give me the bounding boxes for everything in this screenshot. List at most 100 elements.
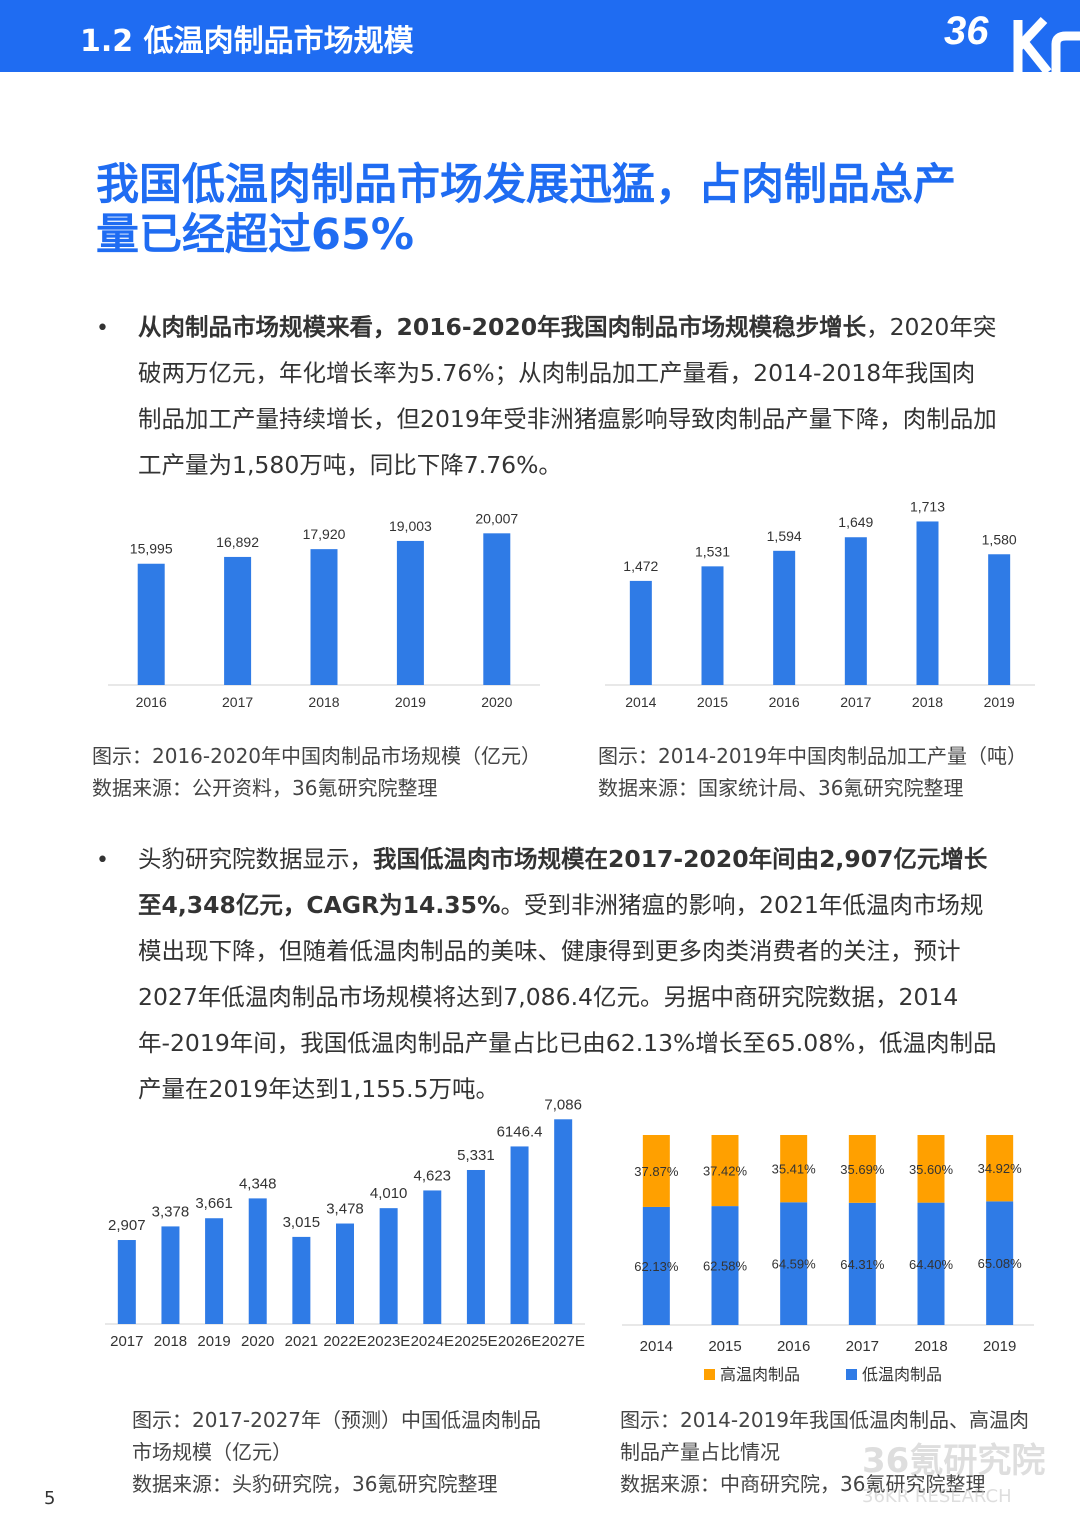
chart-low-high-temp-share: 62.13% 37.87% 2014 62.58% 37.42% 2015 64.59% 35… [620,1125,1040,1390]
caption-chart-3-title-1: 图示：2017-2027年（预测）中国低温肉制品 [132,1408,542,1432]
bar-2017 [117,1240,136,1324]
bar-low-2017 [848,1202,876,1325]
page-headline: 我国低温肉制品市场发展迅猛，占肉制品总产量已经超过65% [96,160,956,260]
data-label-low-2016: 64.59% [772,1257,817,1272]
chart-meat-processing-output: 1,472 2014 1,531 2015 1,594 2016 1,649 2017 1,71… [600,498,1040,725]
bar-2019 [988,554,1011,685]
data-label-2015: 1,531 [695,543,730,559]
watermark-line-2: 36KR RESEARCH [862,1486,1012,1507]
data-label-high-2016: 35.41% [772,1162,817,1177]
bar-low-2016 [780,1202,808,1325]
bullet-2: • [96,848,109,873]
bar-2017 [844,537,867,685]
x-tick-2021: 2021 [285,1333,318,1350]
bar-2022E [336,1223,354,1324]
paragraph-1-text: ，2020年突破两万亿元，年化增长率为5.76%；从肉制品加工产量看，2014-… [138,313,997,479]
data-label-low-2017: 64.31% [840,1257,885,1272]
bar-2017 [224,556,252,685]
data-label-2019: 1,580 [982,531,1017,547]
x-tick-2019: 2019 [395,694,426,710]
caption-chart-2-source: 数据来源：国家统计局、36氪研究院整理 [598,776,964,800]
svg-text:36: 36 [944,9,989,53]
caption-chart-1-title: 图示：2016-2020年中国肉制品市场规模（亿元） [92,744,542,768]
x-tick-2020: 2020 [481,694,512,710]
bar-2019 [205,1218,224,1324]
data-label-2025E: 5,331 [457,1147,495,1164]
data-label-2020: 4,348 [239,1175,277,1192]
x-tick-2016: 2016 [777,1338,810,1355]
data-label-2022E: 3,478 [326,1201,364,1218]
x-tick-2018: 2018 [912,694,943,710]
caption-chart-4-title-1: 图示：2014-2019年我国低温肉制品、高温肉 [620,1408,1030,1432]
x-tick-2018: 2018 [154,1333,187,1350]
x-tick-2017: 2017 [110,1333,143,1350]
bar-2016 [137,563,165,685]
bar-2018 [161,1226,180,1324]
legend-swatch-high [704,1369,715,1380]
x-tick-2017: 2017 [222,694,253,710]
bar-high-2015 [711,1135,739,1207]
x-tick-2023E: 2023E [367,1333,410,1350]
chart-4-svg: 62.13% 37.87% 2014 62.58% 37.42% 2015 64.59% 35… [622,1135,1034,1384]
caption-chart-3: 图示：2017-2027年（预测）中国低温肉制品 市场规模（亿元） 数据来源：头… [132,1404,541,1500]
chart-1-svg: 15,995 2016 16,892 2017 17,920 2018 19,003 2019… [108,510,540,710]
caption-chart-1: 图示：2016-2020年中国肉制品市场规模（亿元） 数据来源：公开资料，36氪… [92,740,541,804]
bar-2027E [554,1119,573,1324]
caption-chart-2-title: 图示：2014-2019年中国肉制品加工产量（吨） [598,744,1028,768]
data-label-2018: 3,378 [152,1203,190,1220]
bar-2020 [483,533,511,685]
data-label-2018: 1,713 [910,498,945,514]
bar-high-2019 [986,1135,1014,1202]
bar-low-2019 [986,1201,1014,1325]
data-label-2021: 3,015 [283,1214,321,1231]
paragraph-2: 头豹研究院数据显示，我国低温肉市场规模在2017-2020年间由2,907亿元增… [138,836,998,1112]
legend-label-low: 低温肉制品 [862,1365,942,1384]
paragraph-1-bold: 从肉制品市场规模来看，2016-2020年我国肉制品市场规模稳步增长 [138,313,867,341]
x-tick-2015: 2015 [708,1338,741,1355]
section-title: 1.2 低温肉制品市场规模 [80,24,414,59]
data-label-low-2014: 62.13% [634,1259,679,1274]
data-label-2020: 20,007 [475,510,518,526]
bar-2020 [248,1198,267,1324]
header-bar: 1.2 低温肉制品市场规模 36 [0,0,1080,72]
paragraph-2-pre: 头豹研究院数据显示， [138,845,373,873]
bar-low-2018 [917,1202,945,1325]
caption-chart-3-title-2: 市场规模（亿元） [132,1440,292,1464]
bar-2021 [292,1236,311,1324]
data-label-2026E: 6146.4 [497,1123,543,1140]
brand-logo: 36 [944,9,1080,72]
bullet-1: • [96,316,109,341]
x-tick-2027E: 2027E [541,1333,584,1350]
bar-high-2018 [917,1135,945,1203]
data-label-2016: 1,594 [767,528,802,544]
x-tick-2014: 2014 [640,1338,673,1355]
chart-low-temp-market-size: 2,907 2017 3,378 2018 3,661 2019 4,348 2020 3,01… [100,1096,590,1360]
watermark-logo: 36氪研究院 36KR RESEARCH [862,1441,1045,1507]
data-label-high-2014: 37.87% [634,1164,679,1179]
bar-high-2017 [848,1135,876,1203]
x-tick-2015: 2015 [697,694,728,710]
data-label-2018: 17,920 [303,526,346,542]
x-tick-2022E: 2022E [323,1333,366,1350]
x-tick-2025E: 2025E [454,1333,497,1350]
caption-chart-2: 图示：2014-2019年中国肉制品加工产量（吨） 数据来源：国家统计局、36氪… [598,740,1027,804]
data-label-2017: 1,649 [838,514,873,530]
x-tick-2016: 2016 [136,694,167,710]
x-tick-2018: 2018 [914,1338,947,1355]
data-label-2017: 16,892 [216,534,259,550]
bar-low-2014 [642,1206,670,1325]
data-label-2024E: 4,623 [413,1167,451,1184]
bar-low-2015 [711,1206,739,1325]
x-tick-2024E: 2024E [411,1333,454,1350]
x-tick-2016: 2016 [769,694,800,710]
bar-high-2016 [780,1135,808,1203]
bar-2025E [466,1169,485,1324]
caption-chart-3-source: 数据来源：头豹研究院，36氪研究院整理 [132,1472,498,1496]
data-label-high-2018: 35.60% [909,1162,954,1177]
paragraph-2-bold: 我国低温肉市场规模在2017-2020年间由2,907亿元增长至4,348亿元，… [138,845,988,919]
data-label-high-2017: 35.69% [840,1162,885,1177]
caption-chart-4-source: 数据来源：中商研究院，36氪研究院整理 [620,1472,986,1496]
bar-2018 [916,521,939,685]
x-tick-2020: 2020 [241,1333,274,1350]
data-label-2016: 15,995 [130,541,173,557]
